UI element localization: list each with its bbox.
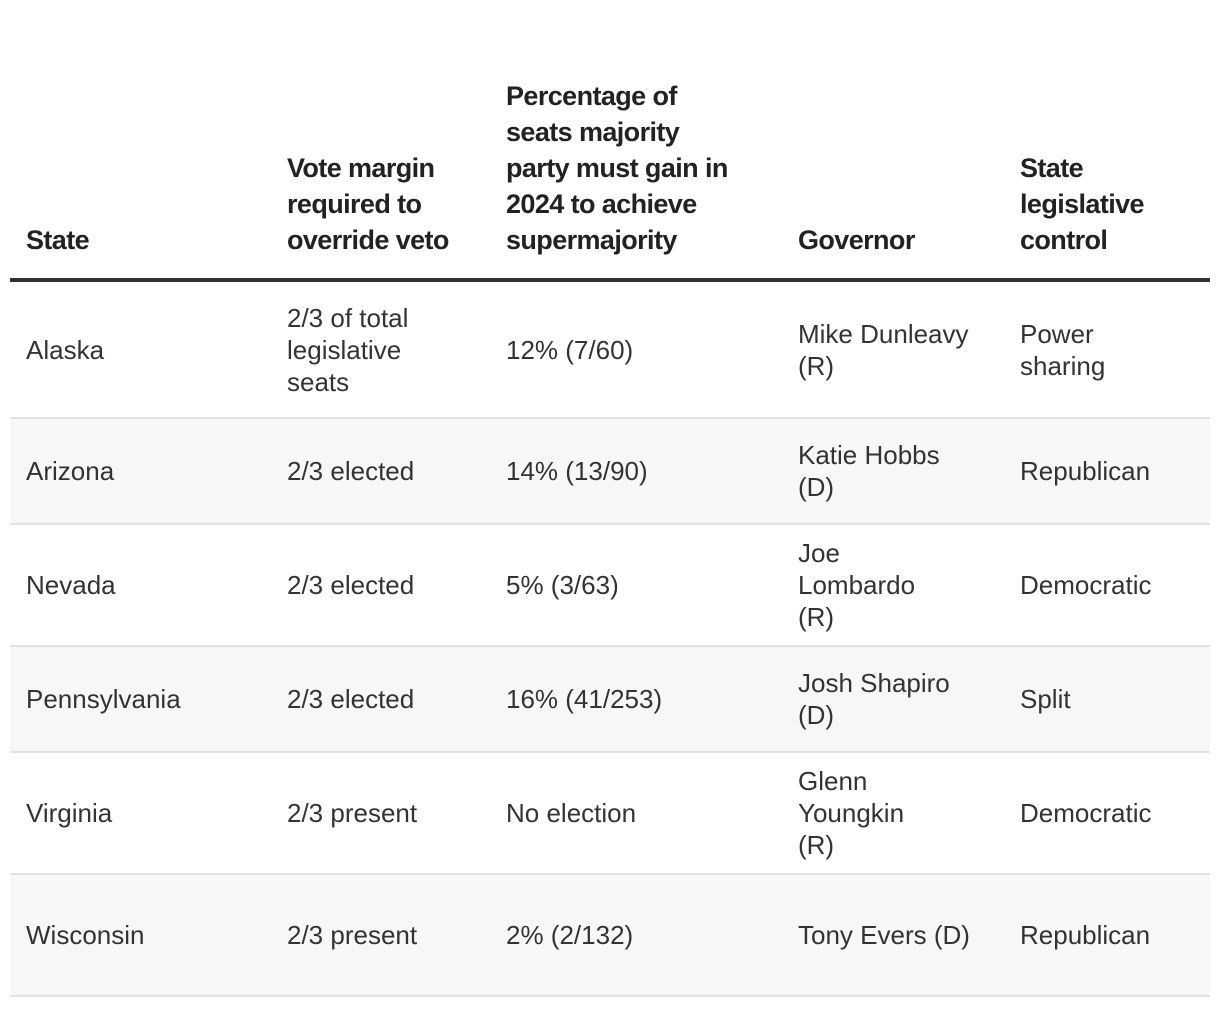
cell-governor: Tony Evers (D) [782, 874, 1004, 997]
header-control: State legislative control [1004, 0, 1210, 282]
header-percentage: Percentage of seats majority party must … [490, 0, 782, 282]
cell-percentage: 2% (2/132) [490, 874, 782, 997]
cell-control: Power sharing [1004, 280, 1210, 419]
cell-state: Nevada [10, 524, 271, 647]
cell-percentage: No election [490, 752, 782, 875]
supermajority-table: State Vote margin required to override v… [10, 0, 1210, 997]
cell-percentage: 16% (41/253) [490, 646, 782, 753]
table-header: State Vote margin required to override v… [10, 0, 1210, 282]
cell-governor: Joe Lombardo (R) [782, 524, 1004, 647]
table-row: Arizona 2/3 elected 14% (13/90) Katie Ho… [10, 418, 1210, 525]
cell-governor: Josh Shapiro (D) [782, 646, 1004, 753]
cell-control: Democratic [1004, 752, 1210, 875]
header-vote-margin: Vote margin required to override veto [271, 0, 490, 282]
cell-governor: Katie Hobbs (D) [782, 418, 1004, 525]
table-row: Nevada 2/3 elected 5% (3/63) Joe Lombard… [10, 524, 1210, 647]
cell-percentage: 14% (13/90) [490, 418, 782, 525]
table-row: Wisconsin 2/3 present 2% (2/132) Tony Ev… [10, 874, 1210, 997]
cell-control: Split [1004, 646, 1210, 753]
cell-governor: Mike Dunleavy (R) [782, 280, 1004, 419]
cell-control: Republican [1004, 418, 1210, 525]
cell-control: Republican [1004, 874, 1210, 997]
cell-state: Pennsylvania [10, 646, 271, 753]
header-row: State Vote margin required to override v… [10, 0, 1210, 282]
cell-state: Alaska [10, 280, 271, 419]
cell-state: Arizona [10, 418, 271, 525]
cell-percentage: 5% (3/63) [490, 524, 782, 647]
cell-vote-margin: 2/3 present [271, 752, 490, 875]
cell-vote-margin: 2/3 of total legislative seats [271, 280, 490, 419]
cell-vote-margin: 2/3 elected [271, 418, 490, 525]
header-state: State [10, 0, 271, 282]
cell-vote-margin: 2/3 present [271, 874, 490, 997]
table-row: Alaska 2/3 of total legislative seats 12… [10, 280, 1210, 419]
supermajority-table-container: State Vote margin required to override v… [10, 0, 1210, 997]
cell-percentage: 12% (7/60) [490, 280, 782, 419]
cell-vote-margin: 2/3 elected [271, 646, 490, 753]
cell-governor: Glenn Youngkin (R) [782, 752, 1004, 875]
header-governor: Governor [782, 0, 1004, 282]
cell-state: Wisconsin [10, 874, 271, 997]
table-body: Alaska 2/3 of total legislative seats 12… [10, 280, 1210, 997]
cell-vote-margin: 2/3 elected [271, 524, 490, 647]
table-row: Pennsylvania 2/3 elected 16% (41/253) Jo… [10, 646, 1210, 753]
table-row: Virginia 2/3 present No election Glenn Y… [10, 752, 1210, 875]
cell-control: Democratic [1004, 524, 1210, 647]
cell-state: Virginia [10, 752, 271, 875]
